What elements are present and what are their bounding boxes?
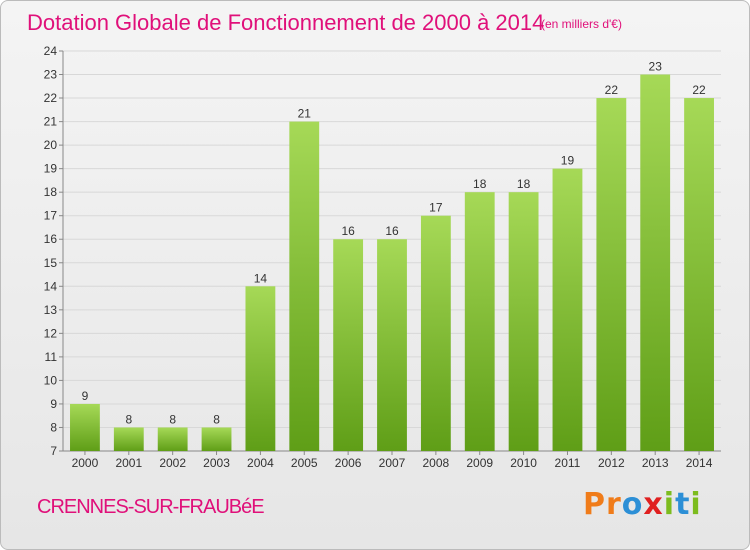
y-tick-label: 15 <box>44 256 58 270</box>
data-label: 8 <box>125 412 132 426</box>
x-tick-label: 2014 <box>686 456 713 470</box>
y-tick-label: 8 <box>50 420 57 434</box>
unit-note: (en milliers d'€) <box>541 17 622 31</box>
bars <box>70 74 714 452</box>
bar-2002 <box>157 427 188 451</box>
brand-logo[interactable]: Proxiti <box>583 487 702 522</box>
brand-letter: i <box>663 487 676 522</box>
brand-letter: t <box>675 487 691 522</box>
data-label: 16 <box>341 224 355 238</box>
x-tick-label: 2006 <box>335 456 362 470</box>
bar-2014 <box>684 98 714 451</box>
bar-2006 <box>333 239 364 451</box>
bar-2011 <box>552 168 583 451</box>
data-label: 8 <box>169 412 176 426</box>
data-label: 9 <box>82 389 89 403</box>
x-tick-label: 2009 <box>466 456 493 470</box>
y-tick-label: 16 <box>44 232 58 246</box>
y-tick-label: 11 <box>45 350 58 364</box>
bar-2012 <box>596 98 627 451</box>
x-tick-label: 2012 <box>598 456 625 470</box>
data-label: 16 <box>385 224 399 238</box>
y-tick-label: 7 <box>50 444 57 458</box>
brand-letter: r <box>606 487 622 522</box>
brand-letter: P <box>583 487 606 522</box>
y-tick-label: 24 <box>44 44 58 58</box>
bar-2010 <box>508 192 539 452</box>
y-tick-label: 21 <box>44 115 58 129</box>
data-label: 18 <box>473 177 487 191</box>
data-label: 22 <box>692 83 706 97</box>
brand-letter: o <box>621 487 644 522</box>
data-label: 19 <box>561 154 575 168</box>
bar-2009 <box>464 192 495 452</box>
y-tick-label: 10 <box>44 373 58 387</box>
y-tick-label: 14 <box>44 279 58 293</box>
x-tick-label: 2013 <box>642 456 669 470</box>
data-label: 8 <box>213 412 220 426</box>
bar-2005 <box>289 121 320 452</box>
y-tick-label: 22 <box>44 91 58 105</box>
y-tick-label: 19 <box>44 162 58 176</box>
data-label: 21 <box>298 107 312 121</box>
x-tick-label: 2002 <box>159 456 186 470</box>
bar-2008 <box>420 215 451 451</box>
y-tick-label: 18 <box>44 185 58 199</box>
data-label: 22 <box>605 83 619 97</box>
brand-letter: i <box>690 487 702 522</box>
y-tick-label: 9 <box>50 397 57 411</box>
data-label: 18 <box>517 177 531 191</box>
x-tick-label: 2000 <box>72 456 99 470</box>
commune-name: CRENNES-SUR-FRAUBéE <box>37 496 265 518</box>
y-tick-label: 17 <box>44 209 58 223</box>
y-axis-ticks: 7 8 9 10 11 12 13 14 15 16 17 18 19 20 21 22 23 24 <box>44 44 63 458</box>
x-tick-label: 2011 <box>555 456 581 470</box>
x-axis-ticks: 2000 2001 2002 2003 2004 2005 2006 2007 2008 2009… <box>72 451 713 470</box>
x-tick-label: 2008 <box>423 456 450 470</box>
x-tick-label: 2007 <box>379 456 406 470</box>
data-labels: 9 8 8 8 14 21 16 16 17 18 18 19 22 23 22 <box>82 60 706 427</box>
bar-2004 <box>245 286 276 451</box>
data-label: 17 <box>429 201 443 215</box>
x-tick-label: 2004 <box>247 456 274 470</box>
data-label: 23 <box>649 60 663 74</box>
bar-2001 <box>113 427 144 451</box>
x-tick-label: 2003 <box>203 456 230 470</box>
x-tick-label: 2010 <box>510 456 537 470</box>
data-label: 14 <box>254 271 268 285</box>
bar-2003 <box>201 427 232 451</box>
brand-letter: x <box>643 487 664 522</box>
y-tick-label: 13 <box>44 303 58 317</box>
bar-2000 <box>70 403 100 451</box>
y-tick-label: 23 <box>44 68 58 82</box>
y-tick-label: 12 <box>44 326 58 340</box>
x-tick-label: 2005 <box>291 456 318 470</box>
bar-2007 <box>377 239 407 451</box>
chart-title: Dotation Globale de Fonctionnement de 20… <box>27 10 545 35</box>
bar-2013 <box>640 74 671 451</box>
y-tick-label: 20 <box>44 138 58 152</box>
x-tick-label: 2001 <box>115 456 142 470</box>
